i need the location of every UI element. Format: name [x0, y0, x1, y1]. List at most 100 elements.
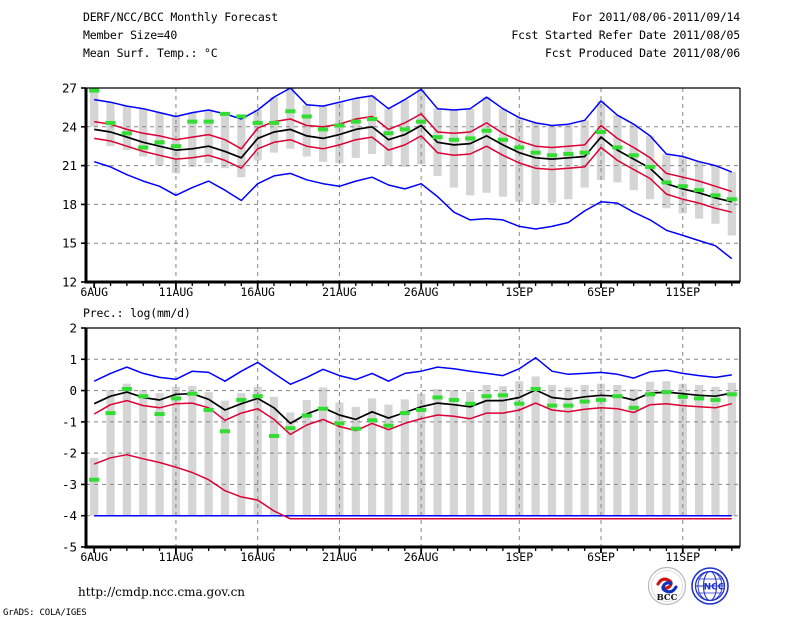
- observed-dash: [334, 123, 345, 128]
- spread-bar: [482, 384, 491, 516]
- spread-bar: [188, 385, 197, 516]
- bcc-logo-text: BCC: [657, 593, 678, 603]
- observed-dash: [628, 153, 639, 158]
- spread-bar: [302, 399, 311, 516]
- spread-bar: [351, 406, 360, 516]
- observed-dash: [187, 119, 198, 124]
- spread-bar: [286, 412, 295, 516]
- observed-dash: [694, 396, 705, 401]
- y-tick-label: 15: [62, 236, 77, 251]
- observed-dash: [89, 88, 100, 93]
- observed-dash: [268, 120, 280, 125]
- observed-dash: [694, 188, 705, 193]
- observed-dash: [416, 119, 427, 124]
- y-tick-label: 2: [69, 321, 77, 336]
- x-tick-label: 26AUG: [404, 550, 439, 563]
- observed-dash: [563, 151, 574, 156]
- x-tick-label: 6SEP: [587, 285, 615, 299]
- spread-bar: [155, 112, 164, 166]
- observed-dash: [726, 197, 737, 202]
- spread-bar: [155, 393, 164, 516]
- spread-bar: [400, 399, 409, 516]
- observed-dash: [219, 429, 231, 434]
- temperature-chart: 12 15 18 21 24 27 6AUG 11AUG 16AUG 21AUG 26AUG 1SEP…: [0, 0, 800, 300]
- observed-dash: [710, 397, 721, 402]
- spread-bar: [188, 112, 197, 167]
- x-tick-label: 16AUG: [240, 285, 275, 299]
- x-tick-label: 11AUG: [159, 285, 194, 299]
- observed-dash: [383, 131, 394, 136]
- spread-bar: [417, 393, 426, 516]
- series-line-lower-quartile: [93, 453, 732, 520]
- y-tick-label: 1: [69, 352, 77, 367]
- x-tick-label: 11SEP: [665, 550, 700, 563]
- x-tick-label: 6AUG: [80, 285, 108, 299]
- y-tick-label: 18: [62, 197, 77, 212]
- observed-dash: [236, 114, 247, 119]
- axis-frame: [84, 88, 740, 284]
- observed-dash: [367, 117, 378, 122]
- spread-bar: [613, 384, 622, 516]
- spread-bar: [335, 102, 344, 164]
- observed-dash: [170, 396, 181, 401]
- observed-dash: [121, 131, 132, 136]
- observed-dash: [481, 128, 492, 133]
- spread-bar: [122, 383, 131, 516]
- observed-dash: [530, 150, 541, 155]
- observed-dash: [481, 394, 492, 399]
- observed-dash: [138, 394, 149, 399]
- observed-dash: [154, 140, 165, 145]
- observed-dash: [219, 111, 231, 116]
- observed-dash: [661, 390, 672, 395]
- spread-bar: [564, 387, 573, 516]
- grid-lines: [86, 88, 740, 282]
- observed-dash: [497, 393, 508, 398]
- observed-dash: [497, 137, 508, 142]
- header-variable-label: Mean Surf. Temp.: °C: [83, 46, 218, 60]
- spread-bar: [417, 89, 426, 165]
- observed-dash: [203, 119, 214, 124]
- y-tick-label: 27: [62, 81, 77, 96]
- spread-bar: [596, 100, 606, 180]
- x-tick-label: 21AUG: [322, 285, 357, 299]
- observed-dash: [661, 180, 672, 185]
- observed-dash: [334, 421, 345, 426]
- spread-bar: [237, 393, 246, 516]
- spread-bar: [727, 172, 736, 236]
- spread-bar: [695, 384, 704, 516]
- observed-dash: [726, 392, 737, 397]
- spread-bar: [90, 88, 99, 127]
- spread-bar: [204, 392, 213, 516]
- spread-bar: [547, 384, 557, 516]
- observed-dash: [318, 127, 329, 132]
- observed-dash: [105, 120, 116, 125]
- website-url[interactable]: http://cmdp.ncc.cma.gov.cn: [78, 585, 246, 599]
- spread-bar: [302, 104, 311, 157]
- spread-bar: [547, 125, 557, 204]
- observed-dash: [170, 144, 181, 149]
- observed-dash: [677, 184, 688, 189]
- spread-bar: [351, 98, 360, 158]
- observed-dash: [612, 145, 623, 150]
- spread-bar: [515, 117, 524, 202]
- precipitation-panel-title: Prec.: log(mm/d): [83, 306, 191, 320]
- observed-dash: [301, 413, 312, 418]
- x-axis-year-label: 2011: [80, 299, 108, 300]
- observed-dash: [546, 153, 558, 158]
- observed-dash: [301, 114, 312, 119]
- observed-dash: [416, 407, 427, 412]
- spread-bar: [449, 389, 458, 516]
- x-tick-label: 21AUG: [322, 550, 357, 563]
- observed-dash: [612, 394, 623, 399]
- spread-bar: [318, 387, 328, 516]
- observed-dash: [154, 412, 165, 417]
- ncc-logo-text: NCC: [704, 583, 725, 593]
- series-line-lower-quartile: [94, 135, 732, 213]
- spread-bar: [400, 99, 409, 167]
- observed-dash: [579, 399, 590, 404]
- x-tick-label: 16AUG: [240, 550, 275, 563]
- y-tick-label: 0: [69, 383, 77, 398]
- axis-frame: [84, 328, 740, 549]
- spread-bar: [433, 389, 442, 516]
- x-axis: 6AUG11AUG16AUG21AUG26AUG1SEP6SEP11SEP201…: [80, 547, 733, 563]
